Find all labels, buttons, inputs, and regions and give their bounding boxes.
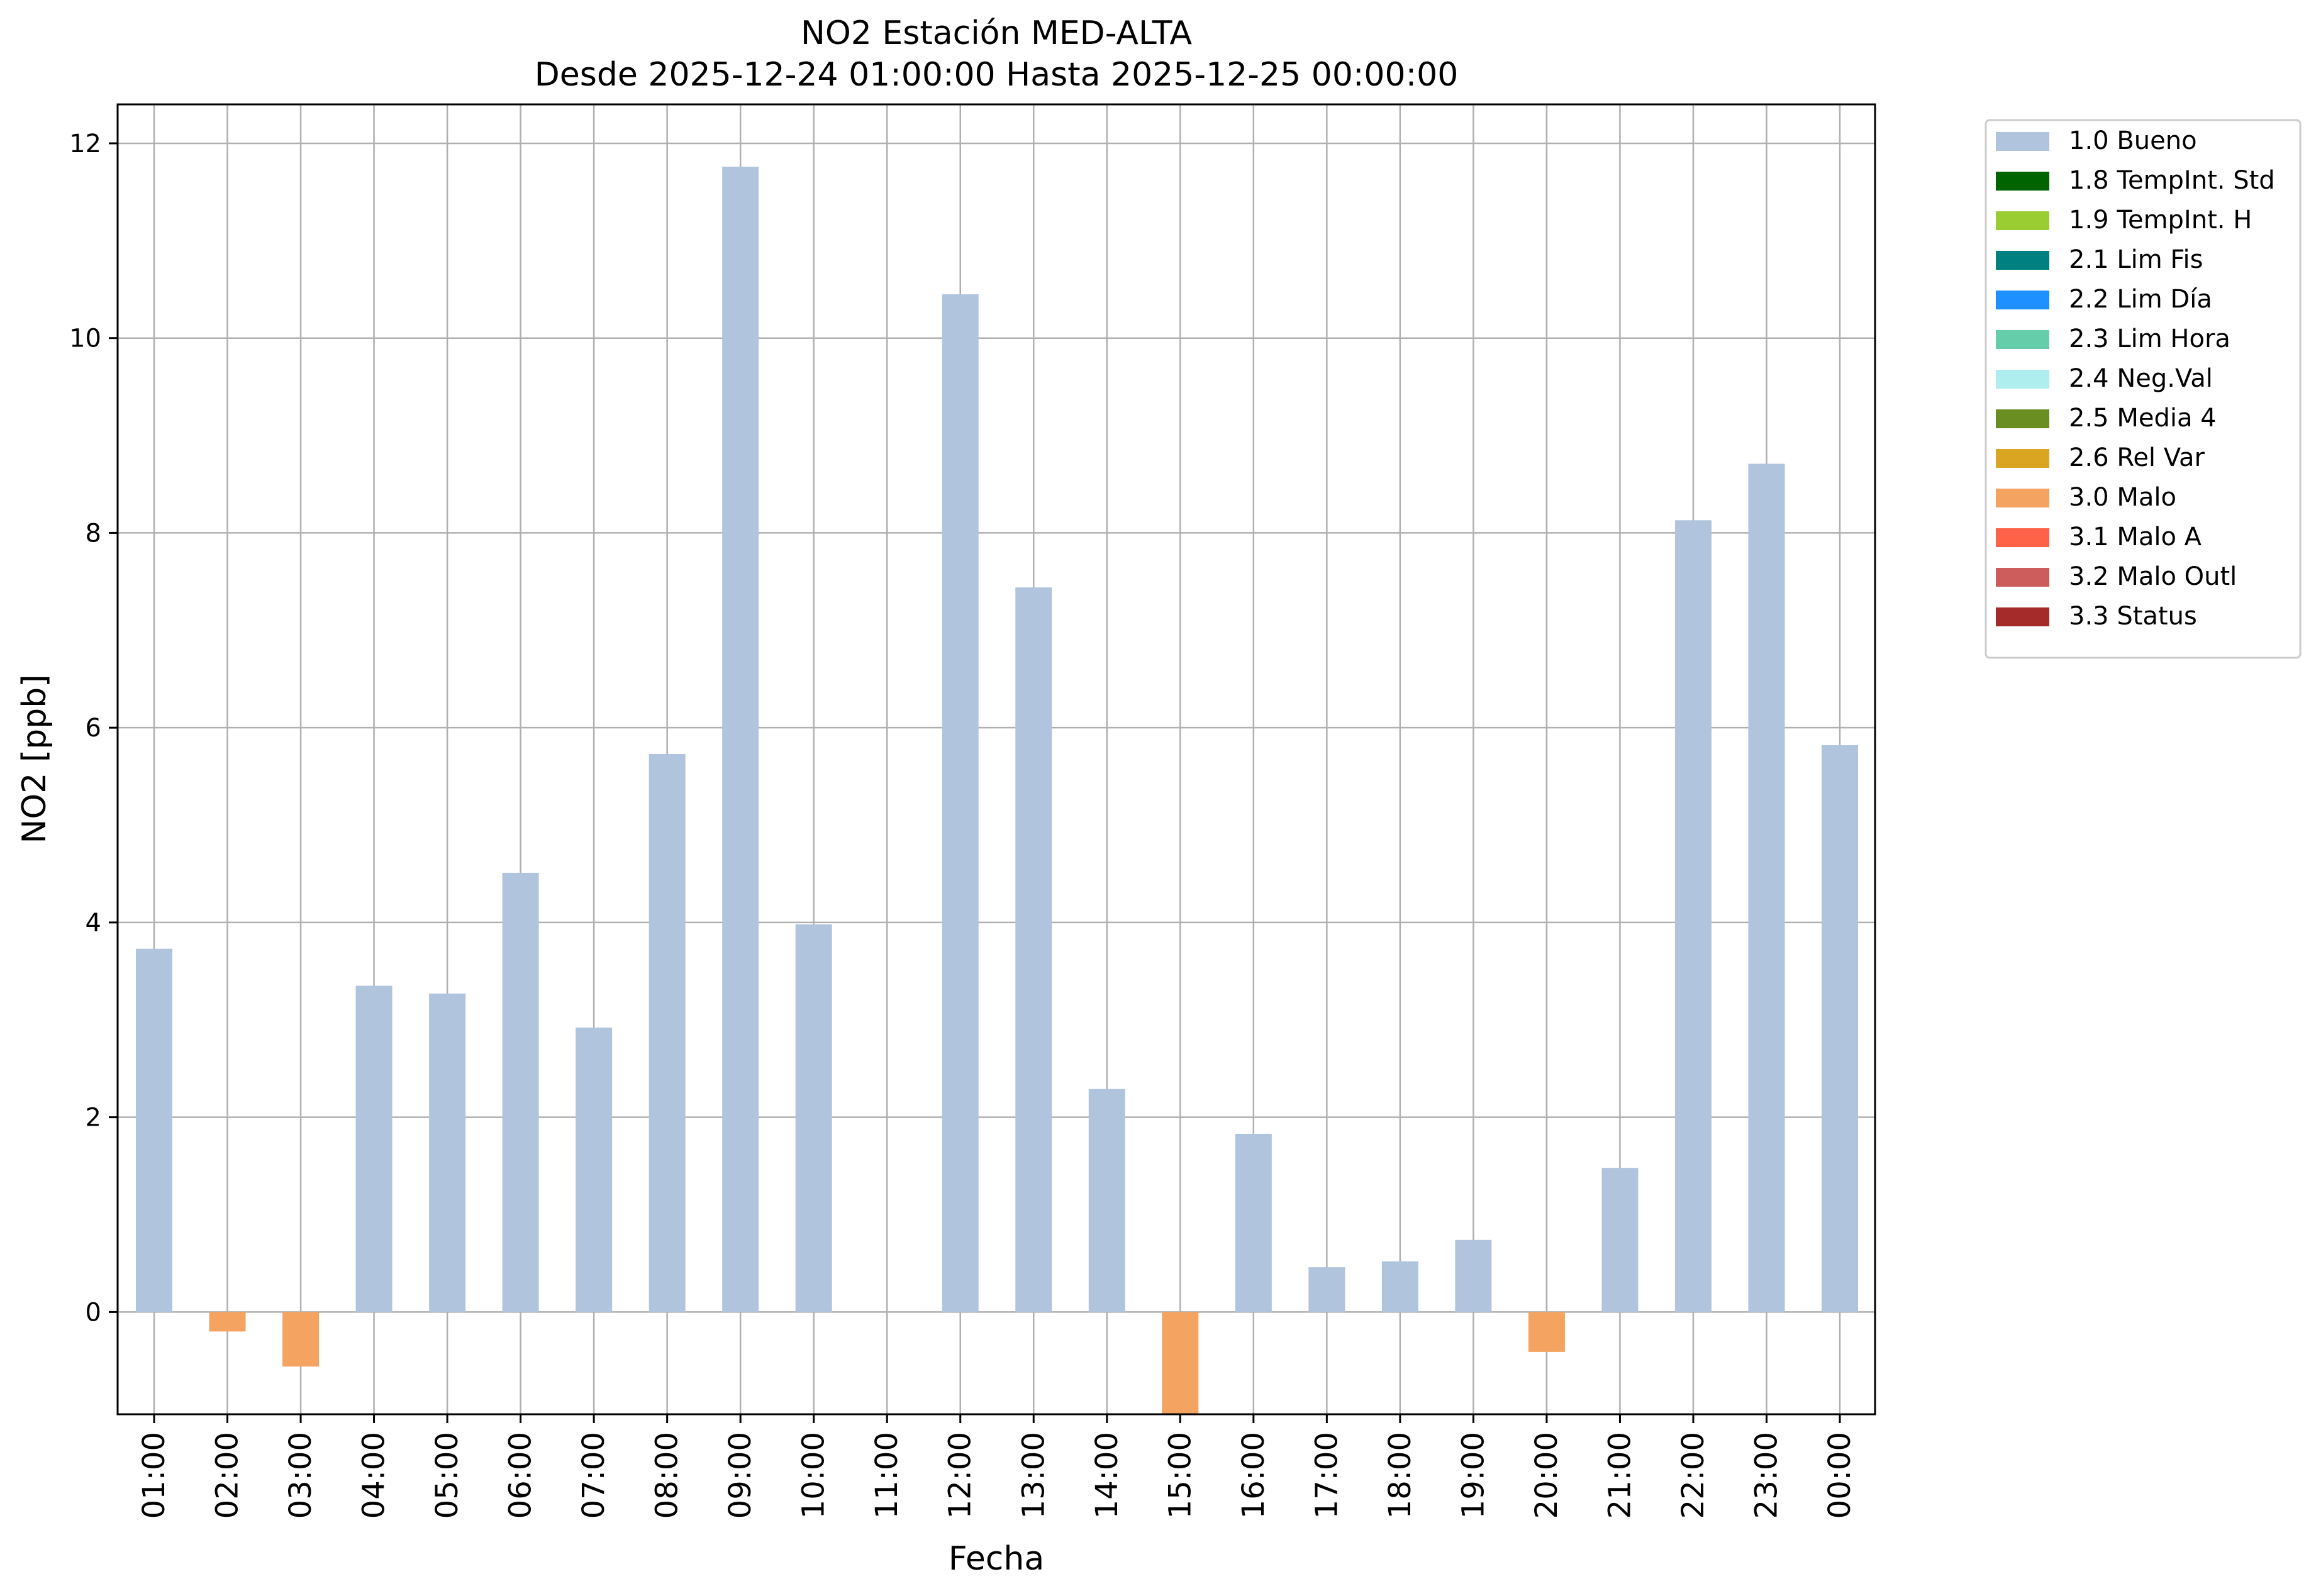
x-tick-label: 01:00 — [136, 1432, 172, 1519]
bar-0600 — [502, 872, 539, 1312]
legend-label: 2.2 Lim Día — [2069, 285, 2212, 314]
bar-0000 — [1822, 745, 1858, 1312]
bars — [136, 167, 1858, 1414]
bar-0100 — [136, 948, 172, 1312]
legend-box — [1985, 119, 2302, 659]
bar-1500 — [1162, 1312, 1199, 1414]
bar-0200 — [209, 1312, 246, 1332]
legend-label: 2.4 Neg.Val — [2069, 364, 2213, 393]
x-tick-label: 14:00 — [1089, 1432, 1125, 1519]
bar-0900 — [722, 167, 759, 1312]
legend-label: 2.5 Media 4 — [2069, 404, 2217, 433]
x-tick-label: 12:00 — [943, 1432, 978, 1519]
x-tick-label: 08:00 — [650, 1432, 685, 1519]
bar-2100 — [1601, 1168, 1639, 1312]
legend-swatch — [1996, 568, 2049, 587]
y-tick-label: 2 — [86, 1104, 101, 1133]
chart-title: NO2 Estación MED-ALTA — [801, 14, 1192, 52]
bar-1600 — [1235, 1133, 1272, 1312]
y-tick-label: 6 — [86, 714, 101, 743]
chart-subtitle: Desde 2025-12-24 01:00:00 Hasta 2025-12-… — [535, 56, 1459, 94]
x-tick-label: 11:00 — [869, 1432, 905, 1519]
x-tick-label: 02:00 — [210, 1432, 245, 1519]
legend-swatch — [1996, 409, 2049, 428]
legend-label: 1.0 Bueno — [2069, 126, 2197, 155]
plot-area-frame — [116, 103, 1876, 1416]
x-tick-label: 20:00 — [1529, 1432, 1564, 1519]
legend-label: 3.3 Status — [2069, 602, 2197, 631]
x-tick-label: 15:00 — [1162, 1432, 1198, 1519]
y-tick-label: 8 — [86, 519, 101, 548]
y-tick-label: 0 — [86, 1298, 101, 1327]
bar-1300 — [1015, 587, 1052, 1312]
legend-label: 3.2 Malo Outl — [2069, 562, 2237, 591]
legend-label: 1.9 TempInt. H — [2069, 206, 2252, 235]
x-tick-label: 04:00 — [357, 1432, 392, 1519]
bar-0800 — [649, 753, 686, 1312]
legend-swatch — [1996, 449, 2049, 468]
legend-swatch — [1996, 291, 2049, 309]
legend-label: 3.1 Malo A — [2069, 523, 2202, 551]
bar-1900 — [1455, 1239, 1492, 1312]
bar-0400 — [355, 985, 392, 1312]
legend-swatch — [1996, 528, 2049, 547]
bar-2000 — [1528, 1312, 1565, 1352]
legend-label: 2.3 Lim Hora — [2069, 324, 2230, 353]
x-axis-label: Fecha — [949, 1540, 1044, 1578]
y-tick-label: 10 — [69, 324, 101, 353]
x-tick-label: 13:00 — [1016, 1432, 1051, 1519]
x-tick-label: 18:00 — [1383, 1432, 1418, 1519]
legend-swatch — [1996, 251, 2049, 270]
bar-1400 — [1088, 1089, 1125, 1312]
legend-label: 3.0 Malo — [2069, 483, 2176, 512]
legend-swatch — [1996, 132, 2049, 151]
x-tick-label: 00:00 — [1822, 1432, 1857, 1519]
x-tick-label: 23:00 — [1749, 1432, 1784, 1519]
bar-2200 — [1674, 520, 1712, 1312]
legend-swatch — [1996, 172, 2049, 191]
bar-2300 — [1748, 463, 1785, 1312]
legend-swatch — [1996, 330, 2049, 349]
legend-label: 1.8 TempInt. Std — [2069, 166, 2275, 195]
legend-swatch — [1996, 370, 2049, 389]
legend-swatch — [1996, 489, 2049, 507]
x-tick-label: 07:00 — [576, 1432, 611, 1519]
y-tick-label: 4 — [86, 909, 101, 938]
bar-1800 — [1381, 1261, 1418, 1312]
x-tick-label: 06:00 — [503, 1432, 538, 1519]
legend: 1.0 Bueno 1.8 TempInt. Std 1.9 TempInt. H 2… — [1985, 119, 2302, 659]
x-tick-label: 03:00 — [283, 1432, 318, 1519]
x-tick-label: 22:00 — [1676, 1432, 1711, 1519]
bar-1000 — [795, 924, 832, 1312]
y-axis-ticks: 0 2 4 6 8 10 12 — [69, 130, 118, 1327]
bar-0500 — [429, 993, 466, 1312]
x-tick-label: 21:00 — [1602, 1432, 1637, 1519]
bar-0700 — [576, 1028, 613, 1312]
legend-label: 2.6 Rel Var — [2069, 443, 2205, 472]
y-tick-label: 12 — [69, 130, 101, 158]
bar-1200 — [942, 294, 979, 1312]
x-tick-label: 19:00 — [1456, 1432, 1491, 1519]
y-axis-label: NO2 [ppb] — [16, 674, 53, 843]
x-tick-label: 05:00 — [430, 1432, 465, 1519]
x-tick-label: 09:00 — [723, 1432, 758, 1519]
legend-swatch — [1996, 211, 2049, 230]
x-tick-label: 16:00 — [1236, 1432, 1271, 1519]
bar-0300 — [282, 1312, 320, 1367]
legend-label: 2.1 Lim Fis — [2069, 245, 2203, 274]
x-axis-ticks: 01:00 02:00 03:00 04:00 05:00 06:00 07:00 08:00… — [136, 1414, 1857, 1519]
x-tick-label: 17:00 — [1309, 1432, 1344, 1519]
legend-swatch — [1996, 607, 2049, 626]
bar-1700 — [1308, 1267, 1345, 1312]
x-tick-label: 10:00 — [796, 1432, 832, 1519]
